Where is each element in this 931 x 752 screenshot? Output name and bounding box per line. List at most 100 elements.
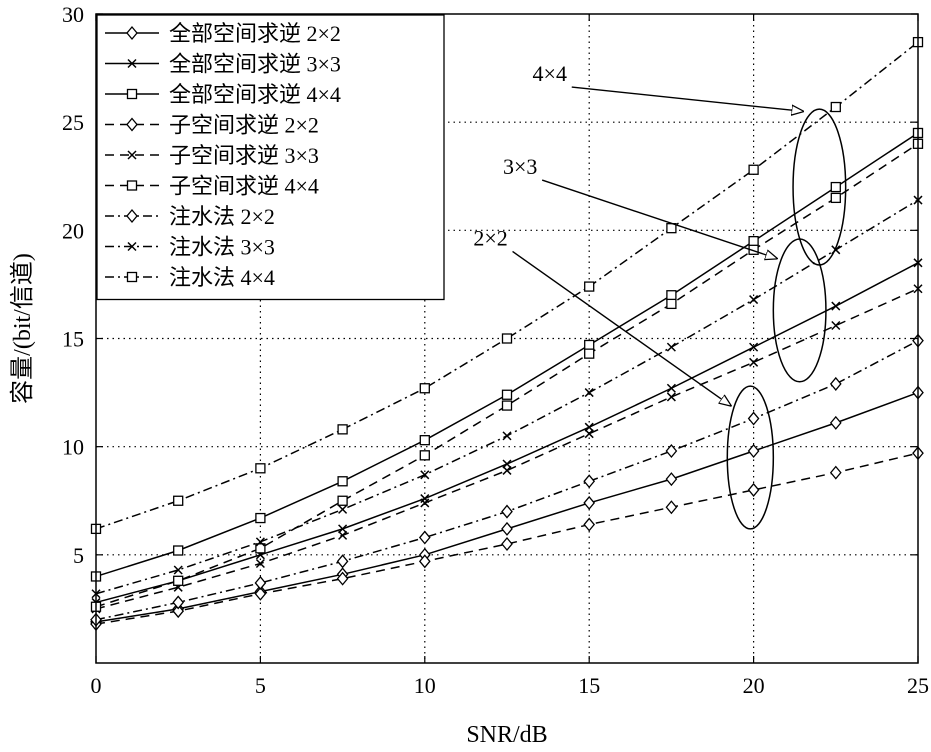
y-tick-label: 25 bbox=[62, 110, 84, 135]
legend-label: 全部空间求逆 4×4 bbox=[169, 82, 341, 107]
series-7 bbox=[90, 333, 924, 627]
annotation-ellipse bbox=[772, 238, 827, 383]
data-point bbox=[666, 392, 676, 402]
data-point bbox=[666, 298, 677, 310]
data-point bbox=[502, 465, 512, 475]
series-line bbox=[95, 288, 919, 610]
data-point bbox=[583, 495, 596, 510]
data-point bbox=[501, 333, 513, 344]
data-point bbox=[255, 463, 266, 474]
data-point bbox=[338, 530, 348, 540]
data-point bbox=[666, 383, 676, 393]
data-point bbox=[747, 411, 760, 426]
data-point bbox=[419, 435, 430, 446]
data-point bbox=[419, 383, 430, 394]
legend-marker bbox=[126, 208, 138, 224]
data-point bbox=[747, 443, 760, 459]
data-point bbox=[501, 504, 513, 519]
series-line bbox=[95, 143, 919, 608]
x-tick-label: 25 bbox=[907, 673, 929, 698]
data-point bbox=[749, 357, 759, 367]
legend-entry: 全部空间求逆 2×2 bbox=[105, 21, 341, 46]
legend-label: 子空间求逆 4×4 bbox=[169, 174, 319, 199]
data-point bbox=[173, 565, 183, 575]
annotation-label: 2×2 bbox=[473, 225, 507, 250]
data-point bbox=[748, 235, 759, 247]
data-point bbox=[336, 554, 349, 569]
series-3 bbox=[90, 127, 924, 582]
data-point bbox=[173, 495, 184, 506]
legend-entry: 注水法 2×2 bbox=[105, 204, 275, 229]
data-point bbox=[583, 517, 596, 532]
legend-marker bbox=[126, 117, 138, 132]
legend-marker bbox=[126, 88, 138, 100]
data-point bbox=[829, 376, 842, 391]
y-tick-label: 10 bbox=[62, 435, 84, 460]
series-2 bbox=[91, 258, 923, 607]
annotation-2: 3×3 bbox=[503, 154, 827, 383]
data-point bbox=[665, 500, 678, 515]
data-point bbox=[831, 320, 841, 331]
legend-label: 全部空间求逆 2×2 bbox=[169, 21, 341, 46]
y-tick-label: 5 bbox=[73, 543, 84, 568]
data-point bbox=[501, 537, 513, 552]
annotation-arrow bbox=[512, 250, 731, 405]
series-line bbox=[95, 41, 919, 530]
data-point bbox=[584, 388, 594, 398]
data-point bbox=[666, 290, 677, 301]
annotation-arrow bbox=[571, 86, 803, 111]
data-point bbox=[665, 443, 678, 459]
legend-label: 注水法 2×2 bbox=[169, 204, 275, 229]
legend-entry: 注水法 3×3 bbox=[105, 235, 275, 260]
legend-entry: 子空间求逆 3×3 bbox=[105, 143, 319, 168]
data-point bbox=[418, 554, 431, 569]
data-point bbox=[830, 192, 841, 204]
legend-marker bbox=[127, 58, 137, 69]
legend-label: 子空间求逆 2×2 bbox=[169, 113, 319, 138]
legend-entry: 子空间求逆 4×4 bbox=[105, 174, 319, 199]
data-point bbox=[501, 521, 513, 536]
data-point bbox=[172, 604, 185, 619]
series-line bbox=[95, 339, 919, 621]
annotation-ellipse bbox=[726, 385, 775, 530]
series-line bbox=[95, 452, 919, 625]
data-point bbox=[172, 595, 185, 610]
legend-entry: 全部空间求逆 3×3 bbox=[105, 52, 341, 77]
tick-group: 0 5 10 15 20 25 5 10 15 20 25 30 bbox=[62, 2, 929, 698]
data-point bbox=[584, 429, 594, 439]
data-point bbox=[665, 472, 678, 487]
legend-label: 子空间求逆 3×3 bbox=[169, 143, 319, 168]
data-point bbox=[584, 339, 595, 351]
series-4 bbox=[90, 446, 924, 632]
annotation-3: 2×2 bbox=[473, 225, 775, 530]
legend-label: 全部空间求逆 3×3 bbox=[169, 52, 341, 77]
data-point bbox=[831, 301, 841, 311]
annotation-1: 4×4 bbox=[533, 61, 847, 266]
x-tick-label: 20 bbox=[743, 673, 765, 698]
annotation-group: 4×4 3×3 2×2 bbox=[473, 61, 847, 530]
data-point bbox=[829, 415, 842, 430]
data-point bbox=[337, 424, 348, 435]
legend-entry: 全部空间求逆 4×4 bbox=[105, 82, 341, 107]
data-point bbox=[255, 558, 265, 569]
data-point bbox=[501, 389, 513, 400]
data-point bbox=[419, 450, 430, 461]
data-point bbox=[829, 465, 842, 480]
data-point bbox=[748, 164, 759, 175]
data-point bbox=[420, 498, 430, 508]
data-point bbox=[338, 504, 348, 514]
data-point bbox=[749, 295, 759, 305]
y-tick-label: 30 bbox=[62, 2, 84, 27]
data-point bbox=[502, 431, 512, 441]
legend-marker bbox=[126, 271, 138, 283]
data-point bbox=[254, 575, 267, 590]
data-point bbox=[583, 474, 596, 489]
legend-marker bbox=[127, 150, 137, 160]
legend-label: 注水法 4×4 bbox=[169, 265, 275, 290]
data-point bbox=[336, 571, 349, 586]
data-point bbox=[666, 342, 676, 352]
x-tick-label: 15 bbox=[578, 673, 600, 698]
legend: 全部空间求逆 2×2 全部空间求逆 3×3 全部空间求逆 4×4 子空间求逆 2×2 子… bbox=[96, 14, 445, 301]
data-point bbox=[749, 342, 759, 352]
